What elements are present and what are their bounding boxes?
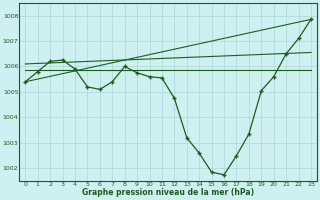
- X-axis label: Graphe pression niveau de la mer (hPa): Graphe pression niveau de la mer (hPa): [82, 188, 254, 197]
